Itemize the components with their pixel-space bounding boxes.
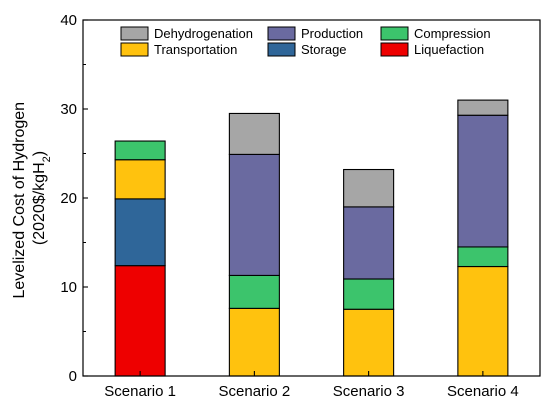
y-axis-title-line-2: (2020$/kgH2) bbox=[31, 151, 53, 245]
legend-label-production: Production bbox=[301, 26, 363, 41]
legend-swatch-compression bbox=[380, 26, 409, 41]
legend-label-liquefaction: Liquefaction bbox=[414, 42, 484, 57]
legend-swatch-liquefaction bbox=[380, 42, 409, 57]
legend-layer: Dehydrogenation Production Compression Tran… bbox=[120, 26, 491, 57]
y-axis-title-suffix: ) bbox=[31, 151, 48, 156]
x-tick-label: Scenario 2 bbox=[219, 383, 291, 400]
bar-segment-dehydrogenation-3 bbox=[343, 168, 395, 208]
ticks-layer: 0 10 20 30 40 Scenario 1 Scenario 2 Scenario 3 S… bbox=[60, 12, 518, 400]
y-tick-label: 30 bbox=[60, 101, 77, 118]
bar-segment-compression-2 bbox=[228, 274, 280, 309]
bar-segment-production-2 bbox=[228, 153, 280, 276]
bar-segment-transportation-3 bbox=[343, 308, 395, 377]
y-tick-label: 10 bbox=[60, 279, 77, 296]
bar-segment-storage-1 bbox=[114, 198, 166, 267]
x-tick-label: Scenario 3 bbox=[333, 383, 405, 400]
legend-label-compression: Compression bbox=[414, 26, 491, 41]
x-tick-label: Scenario 1 bbox=[104, 383, 176, 400]
bar-segment-transportation-1 bbox=[114, 159, 166, 200]
bar-segment-compression-4 bbox=[457, 246, 509, 268]
bar-segment-transportation-4 bbox=[457, 265, 509, 377]
bar-segment-liquefaction-1 bbox=[114, 265, 166, 377]
legend-swatch-transportation bbox=[120, 42, 149, 57]
bar-segment-compression-3 bbox=[343, 278, 395, 310]
y-tick-label: 40 bbox=[60, 12, 77, 29]
bar-segment-dehydrogenation-2 bbox=[228, 112, 280, 155]
legend-swatch-dehydrogenation bbox=[120, 26, 149, 41]
bar-segment-compression-1 bbox=[114, 140, 166, 161]
y-tick-label: 20 bbox=[60, 190, 77, 207]
bar-segment-production-4 bbox=[457, 114, 509, 248]
bars-layer bbox=[114, 99, 509, 377]
legend-label-storage: Storage bbox=[301, 42, 347, 57]
legend-swatch-storage bbox=[267, 42, 296, 57]
x-tick-label: Scenario 4 bbox=[447, 383, 519, 400]
y-axis-title-subscript: 2 bbox=[41, 156, 53, 162]
bar-segment-transportation-2 bbox=[228, 307, 280, 377]
bar-segment-dehydrogenation-4 bbox=[457, 99, 509, 116]
bar-segment-production-3 bbox=[343, 206, 395, 280]
legend-label-dehydrogenation: Dehydrogenation bbox=[154, 26, 253, 41]
y-tick-label: 0 bbox=[69, 368, 77, 385]
y-axis-title-prefix: (2020$/kgH bbox=[31, 162, 48, 245]
y-axis-title-line-1: Levelized Cost of Hydrogen bbox=[11, 102, 28, 299]
y-axis-title: Levelized Cost of Hydrogen (2020$/kgH2) bbox=[11, 97, 53, 298]
legend-label-transportation: Transportation bbox=[154, 42, 237, 57]
legend-swatch-production bbox=[267, 26, 296, 41]
